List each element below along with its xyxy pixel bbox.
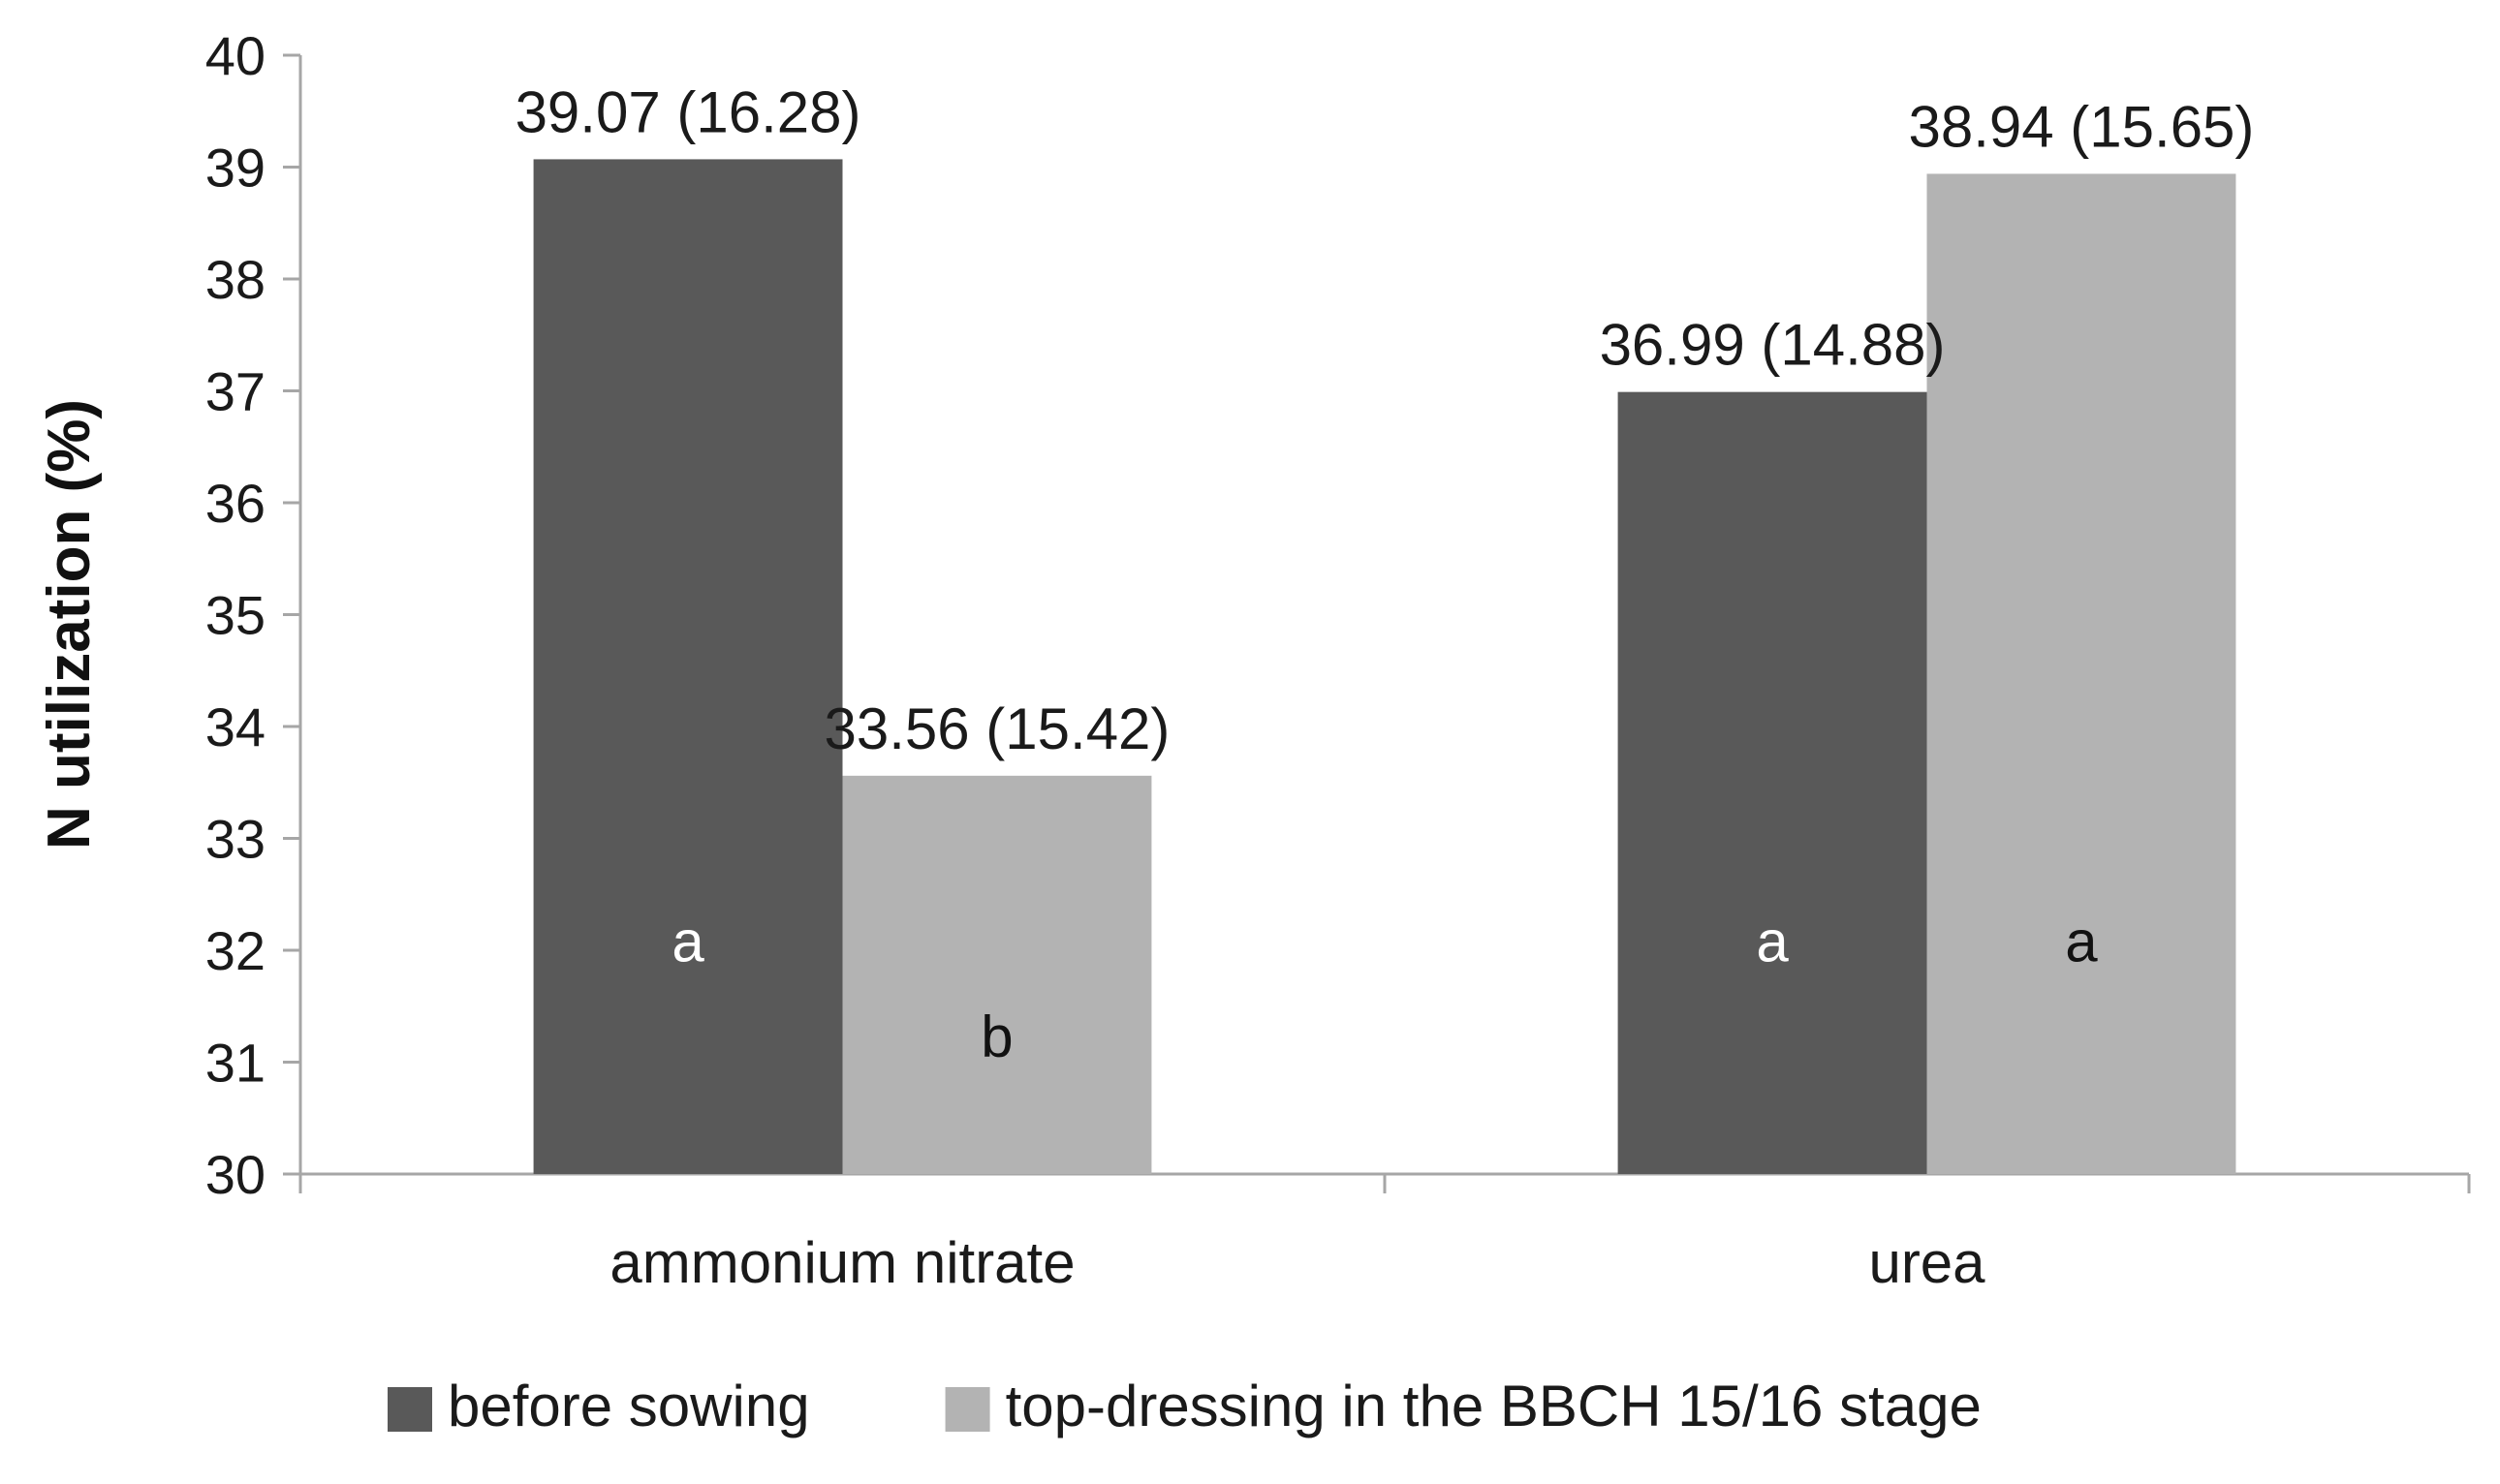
legend-label: before sowing <box>448 1374 810 1438</box>
bar <box>533 159 843 1174</box>
y-tick-label: 36 <box>205 473 266 534</box>
bar <box>842 775 1152 1174</box>
x-category-label: urea <box>1868 1230 1985 1295</box>
legend-swatch <box>945 1387 990 1432</box>
significance-letter: a <box>2065 910 2098 974</box>
y-tick-label: 39 <box>205 138 266 199</box>
y-tick-label: 34 <box>205 696 266 757</box>
bar <box>1926 173 2236 1175</box>
significance-letter: a <box>1756 910 1789 974</box>
y-tick-label: 35 <box>205 585 266 646</box>
x-category-label: ammonium nitrate <box>609 1230 1075 1295</box>
legend-label: top-dressing in the BBCH 15/16 stage <box>1006 1374 1982 1438</box>
data-label: 38.94 (15.65) <box>1908 94 2254 159</box>
y-tick-label: 37 <box>205 361 266 422</box>
y-tick-label: 33 <box>205 809 266 870</box>
data-label: 33.56 (15.42) <box>824 696 1170 761</box>
y-tick-label: 32 <box>205 920 266 981</box>
bar <box>1617 391 1927 1174</box>
y-axis-title: N utilization (%) <box>36 399 103 850</box>
significance-letter: b <box>981 1005 1013 1069</box>
data-label: 36.99 (14.88) <box>1600 313 1946 378</box>
significance-letter: a <box>672 910 704 974</box>
legend-swatch <box>388 1387 432 1432</box>
bars <box>533 159 2236 1175</box>
axes: 30 31 32 33 34 35 36 37 38 39 40 ammonium nitrate ur… <box>36 25 2471 1295</box>
legend: before sowing top-dressing in the BBCH 15… <box>388 1374 1982 1438</box>
y-tick-label: 40 <box>205 25 266 86</box>
y-tick-label: 38 <box>205 249 266 310</box>
data-labels: 39.07 (16.28) a 33.56 (15.42) b 36.99 (14.88… <box>516 79 2255 1068</box>
y-tick-label: 30 <box>205 1144 266 1205</box>
y-tick-label: 31 <box>205 1033 266 1094</box>
data-label: 39.07 (16.28) <box>516 79 861 144</box>
